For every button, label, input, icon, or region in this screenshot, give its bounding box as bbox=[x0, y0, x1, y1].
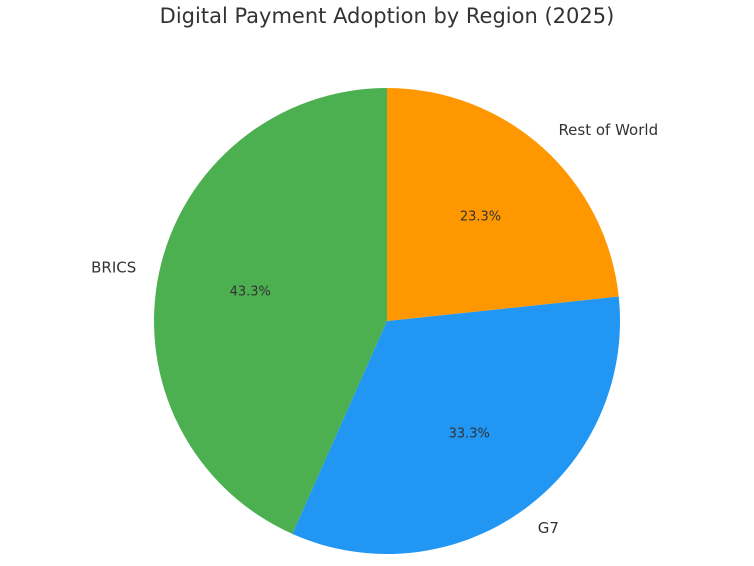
chart-title: Digital Payment Adoption by Region (2025… bbox=[160, 4, 615, 28]
value-label: 33.3% bbox=[449, 427, 490, 442]
slice-label: G7 bbox=[538, 519, 559, 537]
slice-label: Rest of World bbox=[558, 121, 658, 139]
pie-slice bbox=[154, 88, 387, 534]
pie-slice bbox=[387, 88, 619, 321]
slice-label: BRICS bbox=[91, 258, 136, 276]
value-label: 43.3% bbox=[230, 284, 271, 299]
value-label: 23.3% bbox=[460, 210, 501, 225]
pie-slice bbox=[292, 296, 621, 554]
